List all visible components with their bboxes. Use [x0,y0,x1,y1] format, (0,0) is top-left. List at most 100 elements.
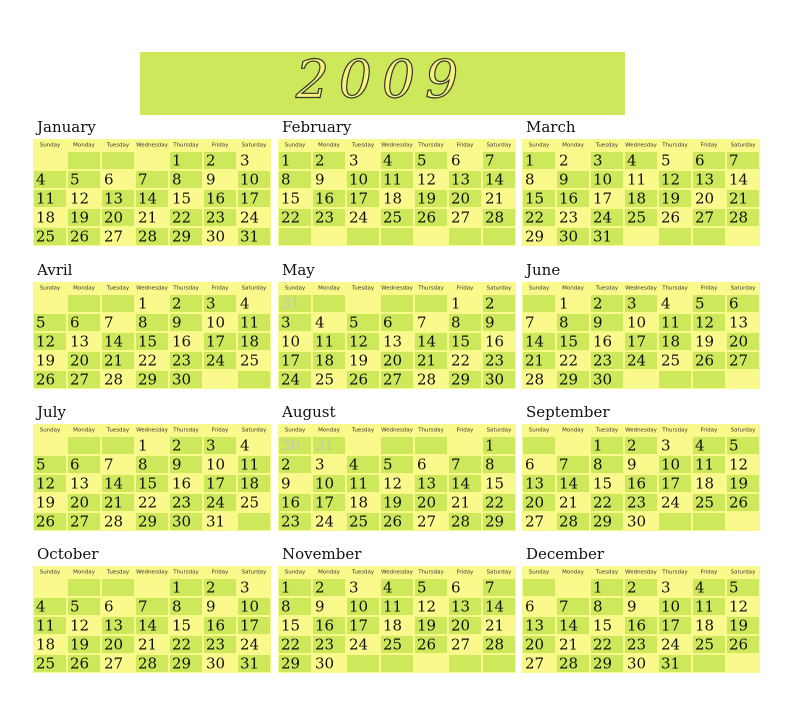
day-cell [68,371,100,388]
day-number: 13 [104,617,123,635]
day-cell [238,579,270,596]
day-number: 25 [315,371,334,389]
day-header: Monday [73,570,95,576]
day-cell [523,579,555,596]
day-cell [557,655,589,672]
day-cell [347,456,379,473]
day-cell [102,190,134,207]
day-header: Sunday [285,570,306,576]
day-number: 16 [559,190,578,208]
day-cell [727,494,759,511]
day-cell [625,190,657,207]
day-number: 9 [485,314,495,332]
day-cell [204,598,236,615]
day-number: 18 [349,494,368,512]
day-header: Sunday [40,570,61,576]
day-cell [449,209,481,226]
day-cell [523,475,555,492]
day-number: 7 [138,598,148,616]
day-number: 27 [417,513,436,531]
day-number: 18 [36,636,55,654]
day-number: 7 [559,456,569,474]
day-cell [68,617,100,634]
day-cell [347,437,379,454]
day-number: 24 [281,371,300,389]
month-block: February Sunday Monday Tuesday Wednesday Thur… [278,118,516,246]
day-number: 10 [349,598,368,616]
day-number: 3 [240,152,250,170]
day-number: 3 [661,437,671,455]
day-number: 30 [627,655,646,673]
day-cell [347,598,379,615]
day-cell [102,475,134,492]
day-cell [483,152,515,169]
day-number: 2 [627,579,637,597]
day-header: Saturday [242,286,268,292]
day-cell [659,598,691,615]
day-cell [523,190,555,207]
day-cell [238,437,270,454]
day-number: 14 [525,333,544,351]
day-cell [68,352,100,369]
day-cell [625,636,657,653]
day-number: 29 [138,371,157,389]
day-number: 4 [627,152,637,170]
day-number: 16 [281,494,300,512]
day-cell [34,352,66,369]
day-header: Sunday [40,286,61,292]
day-cell [34,190,66,207]
day-cell [170,579,202,596]
day-cell [693,513,725,530]
day-cell [313,513,345,530]
day-header: Thursday [417,286,444,292]
day-cell [347,152,379,169]
day-cell [102,314,134,331]
day-cell [449,475,481,492]
day-number: 9 [315,598,325,616]
day-cell [483,333,515,350]
day-number: 30 [315,655,334,673]
day-number: 9 [206,171,216,189]
day-number: 14 [559,475,578,493]
day-cell [238,371,270,388]
day-header: Saturday [731,143,757,149]
day-number: 27 [525,655,544,673]
day-cell [136,228,168,245]
day-header: Friday [701,286,718,292]
day-cell [313,352,345,369]
day-number: 11 [349,475,368,493]
day-cell [238,475,270,492]
day-header: Wednesday [136,143,169,149]
day-cell [313,295,345,312]
day-cell [34,437,66,454]
day-cell [415,598,447,615]
day-number: 20 [417,494,436,512]
day-cell [381,333,413,350]
day-number: 7 [525,314,535,332]
day-number: 6 [417,456,427,474]
day-cell [279,190,311,207]
day-header: Saturday [487,570,513,576]
day-cell [727,655,759,672]
day-header: Saturday [487,143,513,149]
day-number: 29 [593,513,612,531]
day-cell [238,228,270,245]
day-cell [68,295,100,312]
day-number: 21 [485,617,504,635]
day-number: 5 [70,171,80,189]
day-cell [659,475,691,492]
day-number: 10 [593,171,612,189]
day-cell [693,295,725,312]
day-cell [449,228,481,245]
day-header: Wednesday [136,428,169,434]
day-number: 23 [315,636,334,654]
day-number: 4 [695,437,705,455]
day-cell [381,371,413,388]
day-number: 1 [138,437,148,455]
month-name: February [282,118,352,136]
day-header: Tuesday [106,570,130,576]
day-number: 6 [451,152,461,170]
day-cell [449,579,481,596]
day-number: 26 [417,209,436,227]
day-number: 22 [281,636,300,654]
